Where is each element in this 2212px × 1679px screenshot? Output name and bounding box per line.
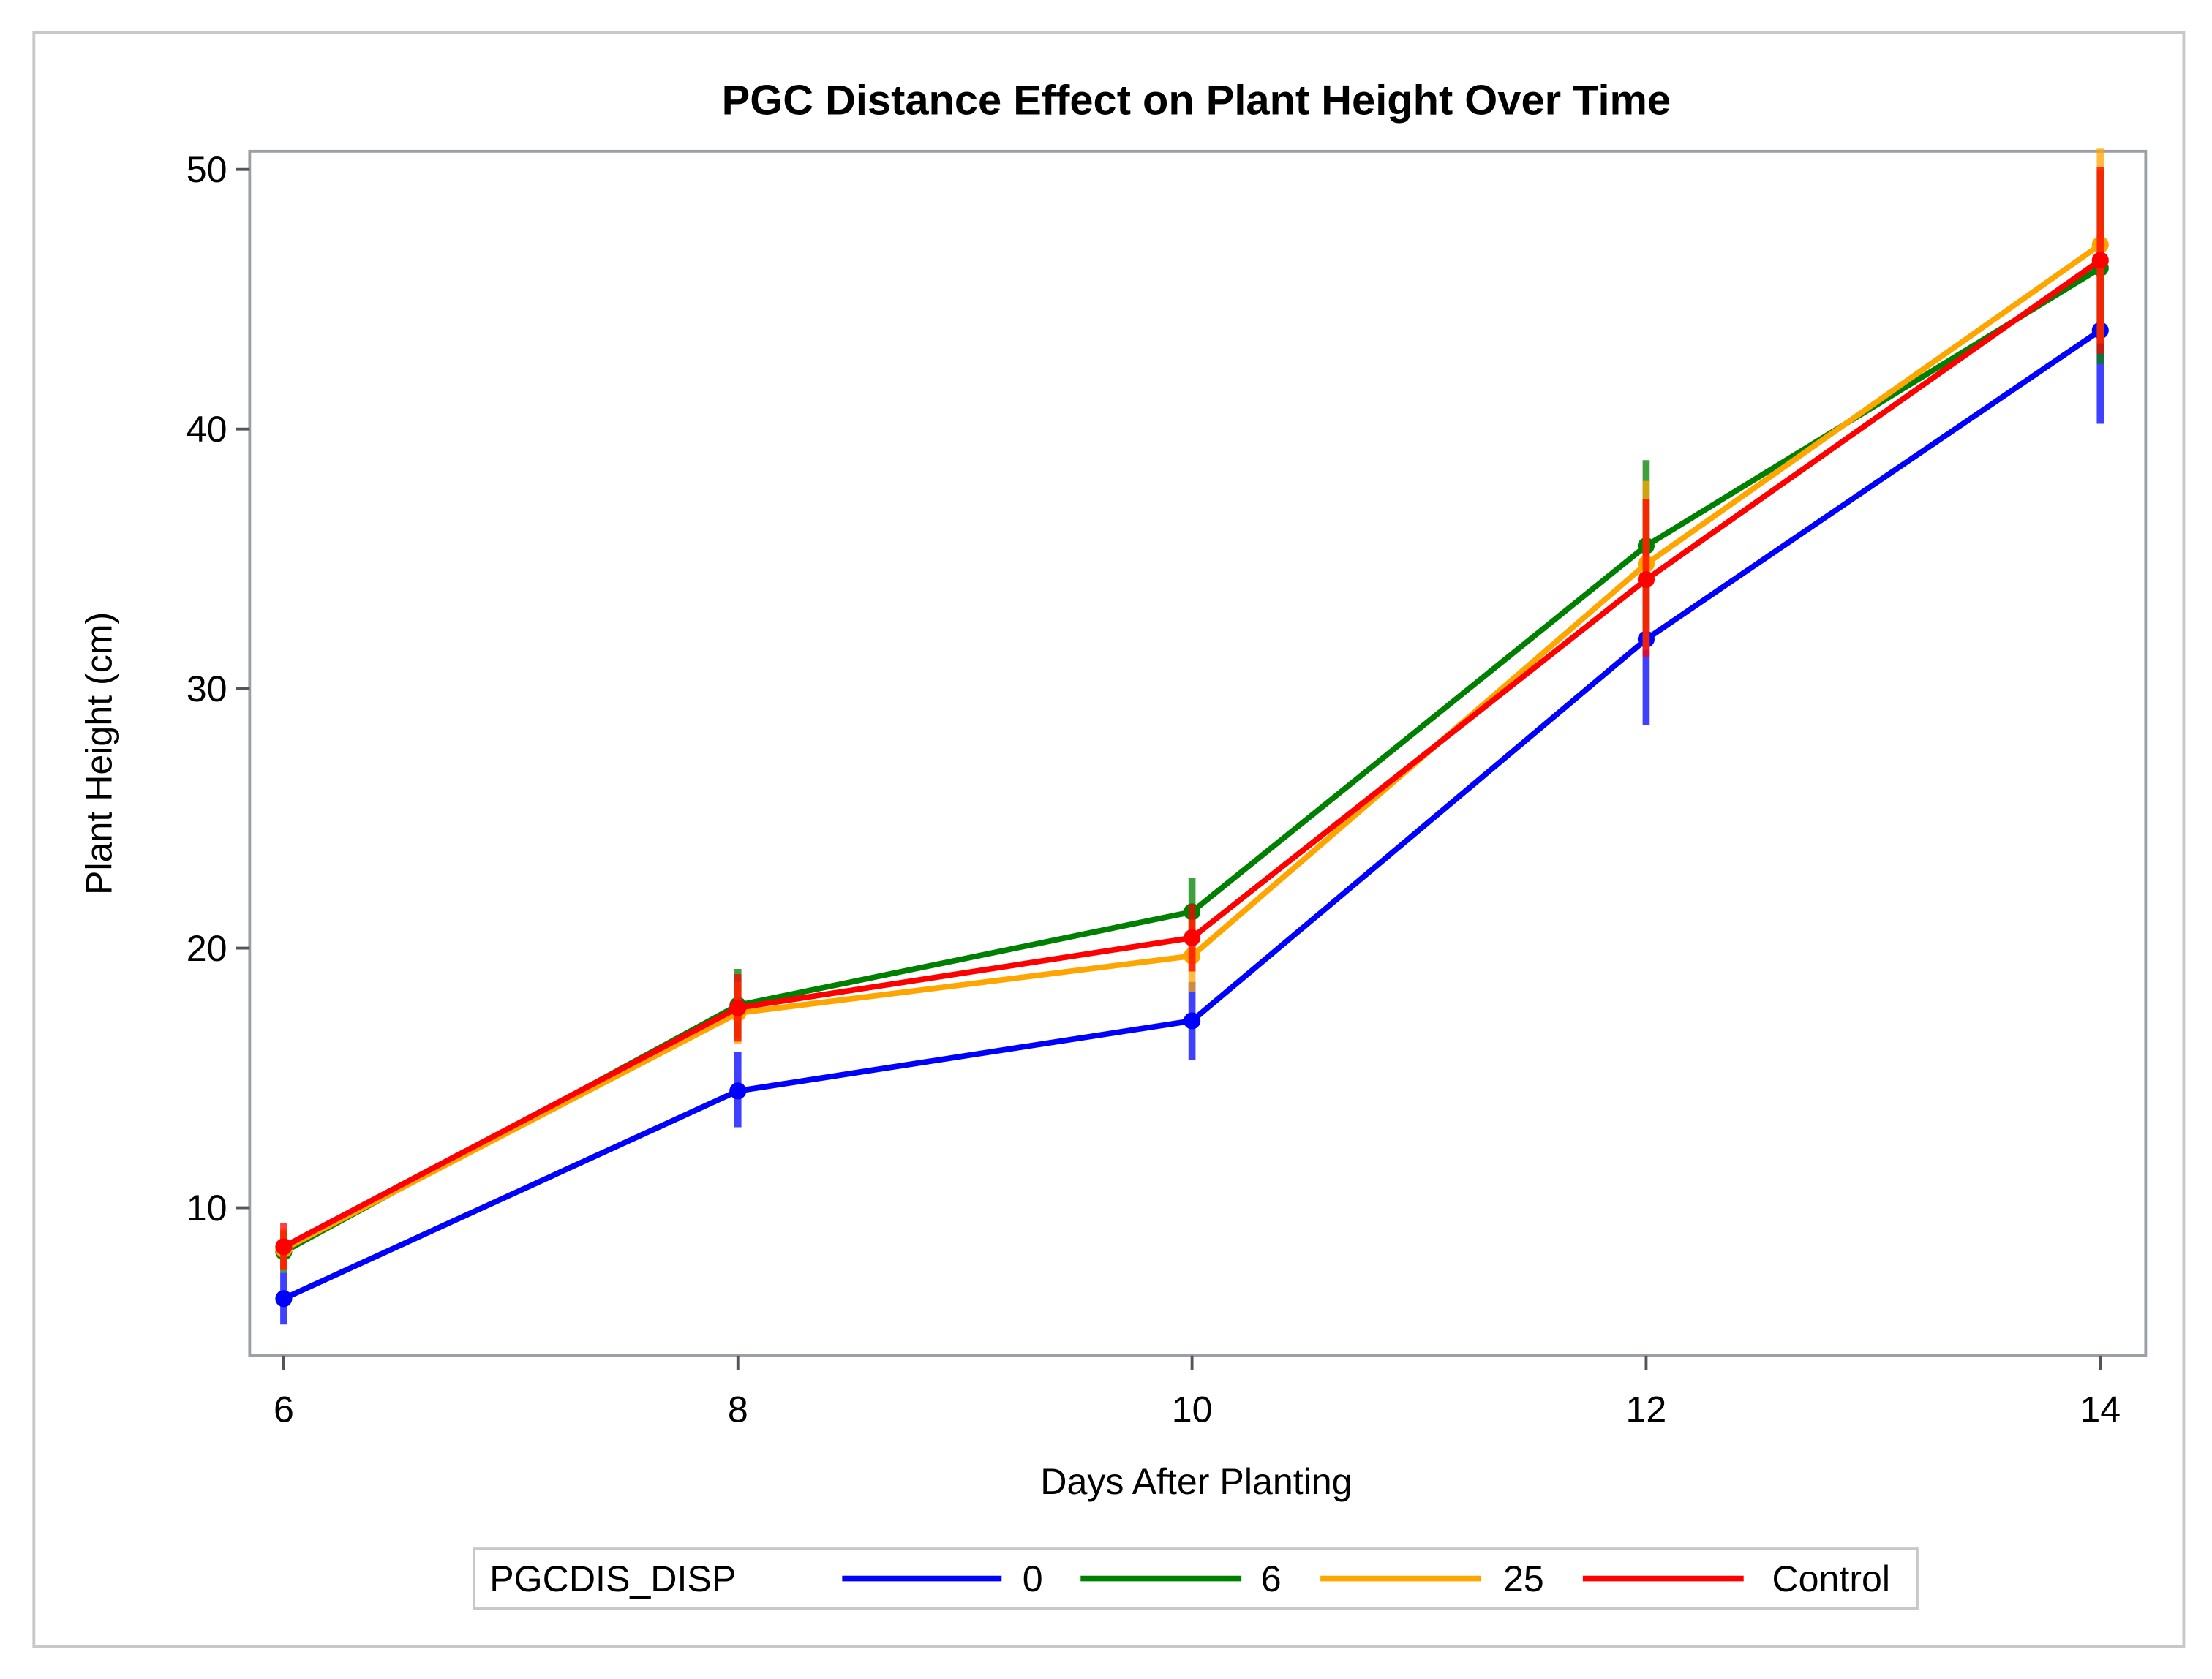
legend-label: 6 <box>1261 1558 1282 1599</box>
x-tick-label: 6 <box>274 1389 294 1430</box>
legend-label: 25 <box>1503 1558 1544 1599</box>
y-axis: 10 20 30 40 50 <box>187 149 250 1229</box>
series-group <box>275 148 2109 1325</box>
y-tick-label: 30 <box>187 668 227 709</box>
y-axis-label: Plant Height (cm) <box>78 612 119 895</box>
data-point <box>275 1290 293 1308</box>
legend-label: 0 <box>1023 1558 1043 1599</box>
data-point <box>729 999 747 1016</box>
data-point <box>1184 1012 1201 1030</box>
y-tick-label: 50 <box>187 149 227 190</box>
x-axis-label: Days After Planting <box>1040 1461 1352 1502</box>
data-point <box>1184 929 1201 946</box>
data-point <box>1637 570 1655 589</box>
x-axis: 6 8 10 12 14 <box>274 1355 2121 1430</box>
data-point <box>275 1238 293 1256</box>
x-tick-label: 8 <box>728 1389 748 1430</box>
data-point <box>729 1082 747 1100</box>
legend-label: Control <box>1772 1558 1890 1599</box>
legend-title: PGCDIS_DISP <box>489 1558 736 1599</box>
legend: PGCDIS_DISP 0 6 25 Control <box>473 1547 1919 1610</box>
x-tick-label: 10 <box>1172 1389 1213 1430</box>
y-tick-label: 10 <box>187 1188 227 1229</box>
y-tick-label: 40 <box>187 409 227 450</box>
x-tick-label: 12 <box>1626 1389 1667 1430</box>
series-Control <box>275 167 2109 1270</box>
plot-area <box>248 149 2148 1357</box>
chart-title: PGC Distance Effect on Plant Height Over… <box>722 78 1671 124</box>
data-point <box>2091 252 2109 269</box>
y-tick-label: 20 <box>187 928 227 969</box>
x-tick-label: 14 <box>2080 1389 2121 1430</box>
